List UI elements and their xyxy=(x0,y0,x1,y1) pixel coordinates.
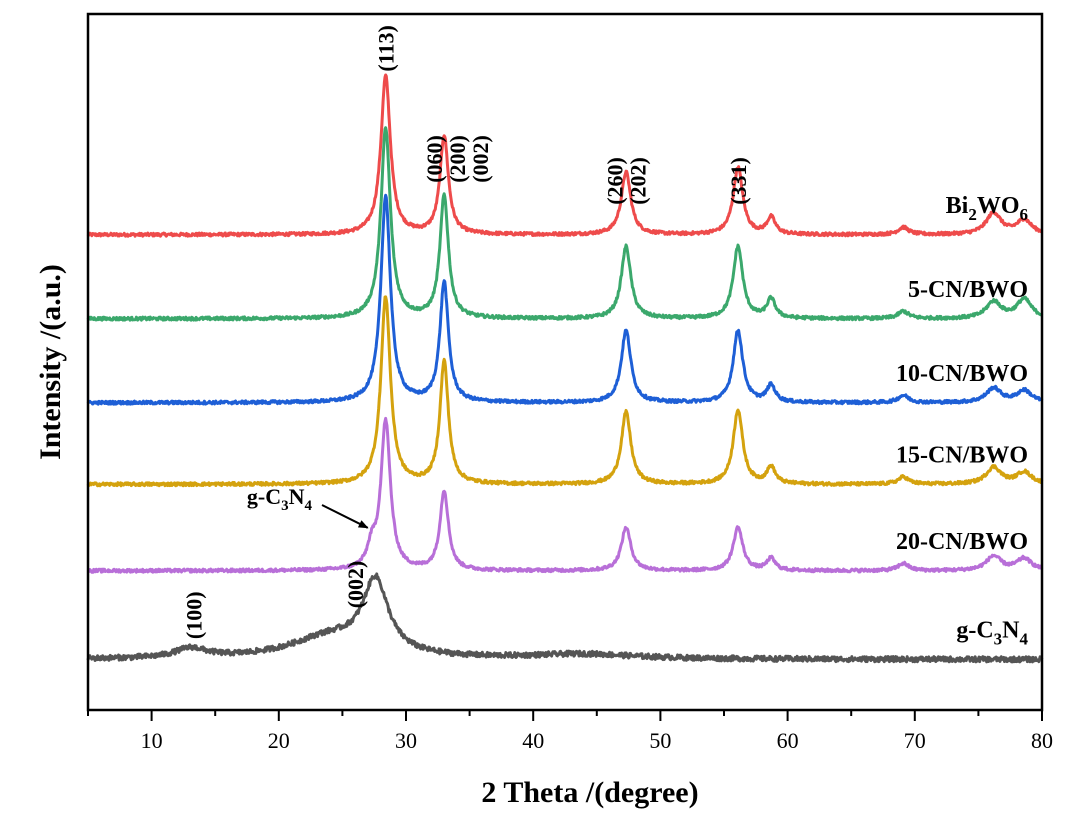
x-axis-title: 2 Theta /(degree) xyxy=(481,776,698,809)
peak-label: (202) xyxy=(626,157,651,205)
x-tick-label: 30 xyxy=(395,728,417,753)
annotation-arrow xyxy=(321,504,369,529)
series-label: Bi2WO6 xyxy=(946,193,1028,224)
peak-label: (060) xyxy=(422,135,447,183)
x-tick-label: 40 xyxy=(522,728,544,753)
traces-group xyxy=(86,73,1044,664)
x-tick-label: 10 xyxy=(141,728,163,753)
series-label: 5-CN/BWO xyxy=(908,277,1028,303)
peak-label: (002) xyxy=(343,561,368,609)
x-tick-label: 80 xyxy=(1031,728,1053,753)
series-label: 20-CN/BWO xyxy=(896,529,1028,555)
peak-label: (002) xyxy=(468,135,493,183)
series-labels-group: Bi2WO6 5-CN/BWO 10-CN/BWO 15-CN/BWO 20-CN/BW… xyxy=(896,193,1029,649)
x-tick-label: 70 xyxy=(904,728,926,753)
x-tick-label: 50 xyxy=(649,728,671,753)
series-line-5-cn-bwo xyxy=(86,126,1044,322)
series-line-20-cn-bwo xyxy=(87,416,1044,574)
series-line-15-cn-bwo xyxy=(86,295,1044,488)
annotation-group: g-C3N4 xyxy=(247,484,369,529)
x-axis-ticks: 10 20 30 40 50 60 70 80 xyxy=(87,710,1053,753)
x-tick-label: 20 xyxy=(268,728,290,753)
series-line-10-cn-bwo xyxy=(86,193,1044,406)
series-label: 10-CN/BWO xyxy=(896,361,1028,387)
series-line-bi2wo6 xyxy=(86,73,1043,238)
y-axis-title: Intensity /(a.u.) xyxy=(34,264,67,460)
series-label: g-C3N4 xyxy=(956,618,1028,649)
peak-label: (113) xyxy=(374,25,399,71)
peak-label: (260) xyxy=(603,157,628,205)
x-tick-label: 60 xyxy=(777,728,799,753)
plot-frame xyxy=(86,12,1044,712)
series-label: 15-CN/BWO xyxy=(896,442,1028,468)
peak-label: (100) xyxy=(182,591,207,639)
peak-label: (331) xyxy=(726,157,751,205)
annotation-label: g-C3N4 xyxy=(247,484,313,514)
peak-labels-group: (113)(060)(200)(002) (260)(202) (331)(100)… xyxy=(182,25,751,639)
series-line-g-c3n4 xyxy=(86,572,1044,664)
peak-label: (200) xyxy=(445,135,470,183)
